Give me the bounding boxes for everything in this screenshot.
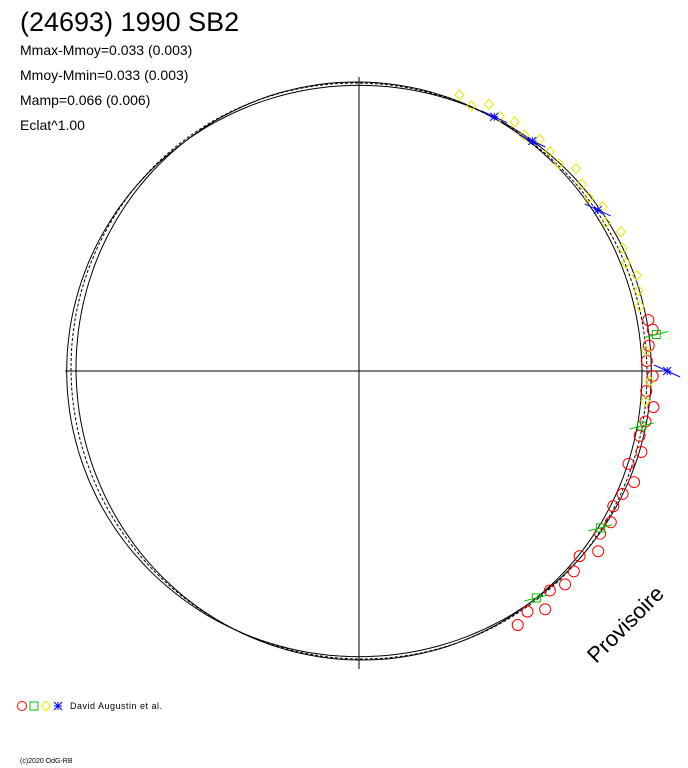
data-point-diamond bbox=[600, 216, 612, 229]
data-point-star bbox=[527, 136, 537, 146]
data-point-circle bbox=[604, 516, 617, 529]
data-point-diamond bbox=[553, 158, 565, 170]
data-markers bbox=[454, 89, 681, 632]
data-point-square bbox=[651, 329, 661, 339]
data-point-circle bbox=[543, 584, 556, 597]
plot-axes bbox=[65, 77, 663, 669]
data-point-diamond bbox=[633, 285, 644, 297]
data-point-circle bbox=[559, 578, 572, 591]
stat-max-moy: Mmax-Mmoy=0.033 (0.003) bbox=[20, 42, 193, 58]
data-point-circle bbox=[635, 445, 648, 458]
data-point-circle bbox=[622, 457, 635, 470]
error-bar bbox=[644, 331, 669, 338]
data-point-diamond bbox=[519, 129, 530, 141]
data-point-diamond bbox=[494, 110, 506, 123]
legend-diamond-symbol bbox=[40, 700, 52, 712]
data-point-circle bbox=[521, 605, 534, 618]
copyright-notice: (c)2020 OdG-RB bbox=[20, 758, 73, 765]
legend-square-symbol bbox=[29, 701, 39, 711]
data-point-square bbox=[596, 523, 606, 533]
data-point-star bbox=[593, 205, 603, 215]
data-point-diamond bbox=[615, 225, 627, 238]
data-point-diamond bbox=[576, 178, 587, 190]
error-bar bbox=[629, 422, 654, 430]
data-point-circle bbox=[628, 476, 641, 489]
data-point-circle bbox=[616, 487, 629, 500]
data-point-diamond bbox=[644, 375, 655, 387]
data-point-diamond bbox=[570, 162, 582, 175]
error-bar bbox=[588, 524, 613, 532]
data-point-diamond bbox=[544, 145, 556, 158]
data-point-diamond bbox=[466, 100, 477, 112]
data-point-circle bbox=[573, 550, 586, 563]
stat-moy-min: Mmoy-Mmin=0.033 (0.003) bbox=[20, 67, 189, 83]
legend-star-symbol bbox=[53, 701, 63, 711]
stat-eclat: Eclat^1.00 bbox=[20, 117, 85, 133]
data-point-diamond bbox=[620, 257, 632, 269]
fit-curve bbox=[70, 82, 648, 660]
legend-circle-symbol bbox=[17, 701, 27, 711]
inner-model-curve bbox=[75, 81, 643, 661]
data-point-circle bbox=[607, 500, 620, 513]
data-point-diamond bbox=[617, 242, 628, 254]
data-point-circle bbox=[511, 619, 524, 632]
chart-title: (24693) 1990 SB2 bbox=[20, 7, 240, 37]
stat-amplitude: Mamp=0.066 (0.006) bbox=[20, 92, 151, 108]
data-point-circle bbox=[592, 545, 605, 558]
data-point-circle bbox=[567, 565, 580, 578]
data-point-circle bbox=[646, 370, 659, 383]
data-point-circle bbox=[647, 401, 660, 414]
data-point-diamond bbox=[631, 269, 642, 282]
legend: David Augustin et al. bbox=[16, 699, 163, 713]
data-point-circle bbox=[539, 603, 552, 616]
data-point-circle bbox=[642, 313, 655, 326]
error-bar bbox=[524, 594, 549, 602]
data-point-diamond bbox=[483, 98, 495, 111]
data-point-diamond bbox=[454, 89, 465, 101]
data-point-diamond bbox=[509, 116, 520, 128]
data-point-square bbox=[637, 421, 647, 431]
data-point-diamond bbox=[641, 345, 652, 357]
data-point-star bbox=[489, 112, 499, 122]
data-point-star bbox=[662, 366, 672, 376]
legend-label: David Augustin et al. bbox=[70, 701, 163, 711]
data-point-diamond bbox=[634, 300, 645, 312]
data-point-square bbox=[531, 593, 541, 603]
data-point-diamond bbox=[583, 191, 595, 204]
data-point-diamond bbox=[640, 395, 651, 407]
legend-symbols bbox=[17, 700, 63, 712]
data-point-circle bbox=[642, 339, 655, 352]
